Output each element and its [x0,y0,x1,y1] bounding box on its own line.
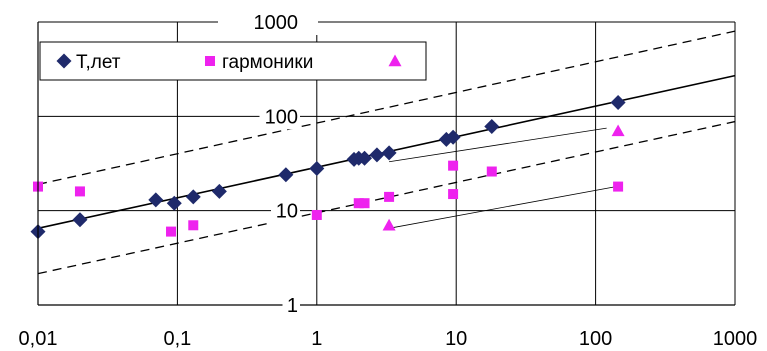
diamond-point [278,167,294,183]
square-point [613,181,624,192]
y-tick-label-backdrop [218,9,318,35]
data-points [30,95,626,240]
y-tick-label: 100 [265,106,298,128]
x-tick-label: 1000 [713,328,758,350]
diamond-point [381,145,397,161]
x-tick-label: 10 [445,328,467,350]
legend-triangle-icon [388,54,402,67]
solid-trend-line [389,127,607,163]
square-point [74,186,85,197]
x-tick-label: 0,01 [19,328,58,350]
diamond-point [166,195,182,211]
diamond-point [72,212,88,228]
solid-trend-line [389,186,617,229]
square-point [384,191,395,202]
diamond-point [610,95,626,111]
x-tick-label: 100 [579,328,612,350]
y-tick-label-backdrop [271,197,300,224]
diamond-point [357,150,373,166]
square-point [448,189,459,200]
y-tick-label: 10 [276,201,298,223]
x-tick-label: 1 [311,328,322,350]
square-point [448,160,459,171]
square-point [486,166,497,177]
y-tick-label-backdrop [259,103,300,130]
diamond-point [185,189,201,205]
legend-label: гармоники [222,52,313,73]
legend-label: Т,лет [76,52,121,73]
diamond-point [309,160,325,176]
diamond-point [148,192,164,208]
y-tick-label-backdrop [282,292,300,318]
square-point [353,198,364,209]
triangle-point [611,124,625,137]
x-tick-label: 0,1 [163,328,191,350]
square-point [166,226,177,237]
square-point [188,220,199,231]
legend-square-icon [205,56,215,66]
diamond-point [211,183,227,199]
diamond-point [484,119,500,135]
diamond-point [445,129,461,145]
axes [37,22,735,306]
legend-box [39,41,427,81]
square-point [311,209,322,220]
legend: Т,лет гармоники [39,41,427,81]
y-tick-label: 1000 [254,12,299,34]
legend-diamond-icon [56,53,72,69]
diamond-point [369,147,385,163]
triangle-point [382,218,396,231]
tick-labels: 0,01 0,1 1 10 100 1000 1 10 100 1000 [19,9,758,350]
y-tick-label: 1 [287,295,298,317]
square-point [359,198,370,209]
